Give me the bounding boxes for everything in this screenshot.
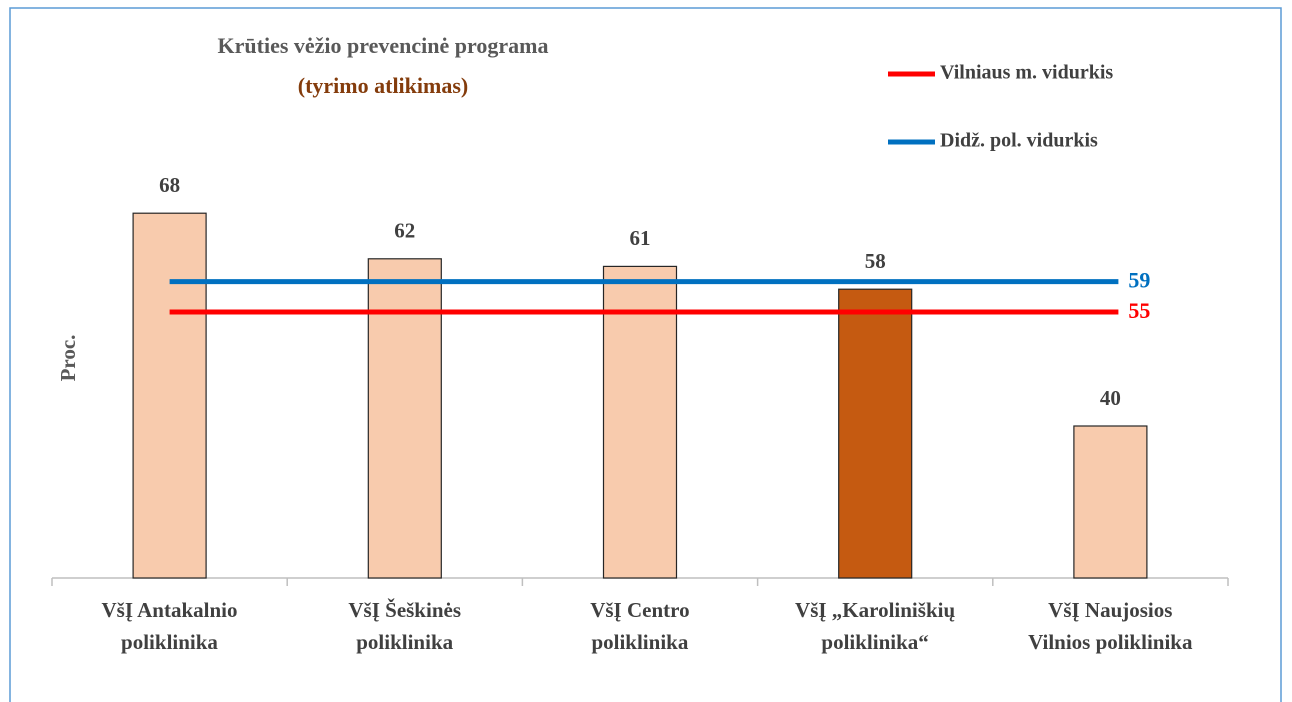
- x-tick-label: VšĮ Naujosios Vilnios poliklinika: [1028, 598, 1193, 654]
- data-label: 58: [865, 249, 886, 273]
- data-label: 62: [394, 219, 415, 243]
- bar: [367, 258, 442, 579]
- reference-value: 59: [1128, 268, 1150, 293]
- frame: [9, 7, 1282, 702]
- data-label: 40: [1100, 386, 1121, 410]
- x-tick-label: VšĮ Centro poliklinika: [590, 598, 690, 654]
- bar: [602, 265, 678, 579]
- x-tick-label: VšĮ Šeškinės poliklinika: [348, 598, 461, 654]
- x-tick-label: VšĮ „Karoliniškių poliklinika“: [795, 598, 956, 654]
- bar: [132, 212, 207, 579]
- legend-label: Vilniaus m. vidurkis: [940, 62, 1113, 84]
- chart-title: Krūties vėžio prevencinė programa: [218, 33, 549, 58]
- y-axis-label: Proc.: [56, 335, 80, 382]
- x-tick-label: VšĮ Antakalnio poliklinika: [101, 598, 238, 654]
- bar: [1073, 425, 1148, 579]
- bar: [838, 288, 913, 579]
- legend-label: Didž. pol. vidurkis: [940, 130, 1098, 152]
- chart-subtitle: (tyrimo atlikimas): [298, 73, 468, 98]
- data-label: 61: [630, 226, 651, 250]
- reference-value: 55: [1128, 298, 1150, 323]
- data-label: 68: [159, 173, 180, 197]
